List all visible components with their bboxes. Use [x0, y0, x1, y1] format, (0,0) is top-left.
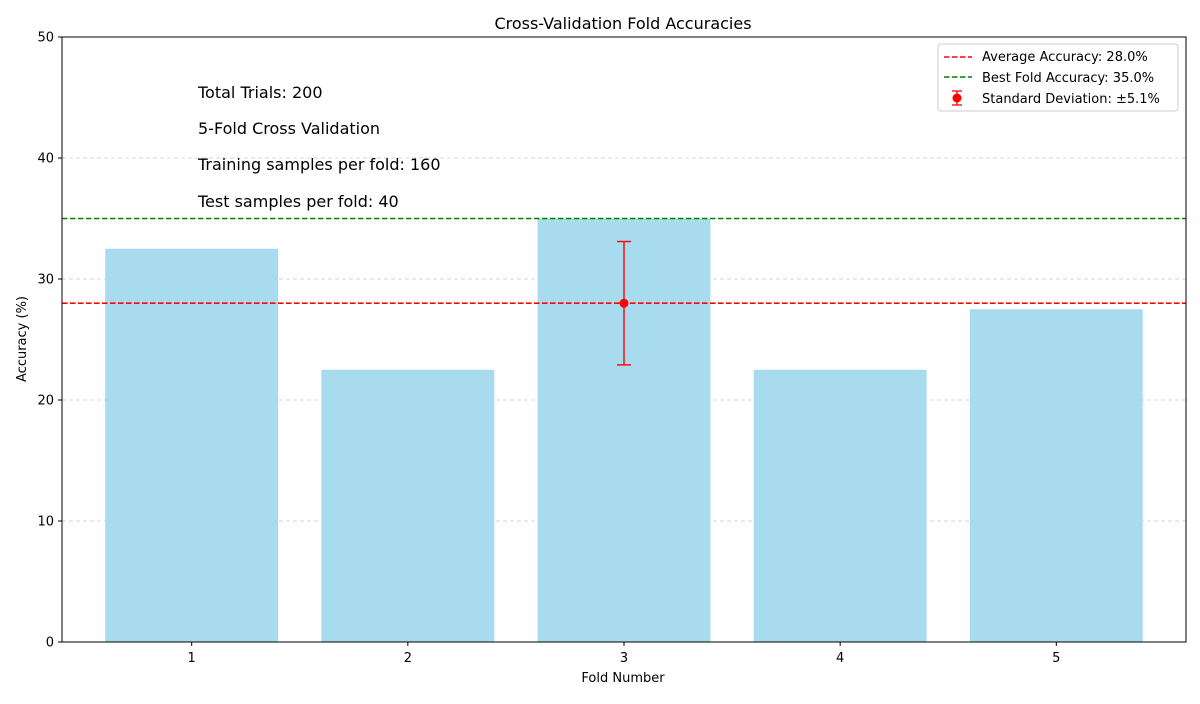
bar-fold-2	[321, 369, 495, 642]
x-tick-label: 3	[620, 651, 628, 666]
y-tick-label: 40	[37, 152, 54, 167]
x-tick-label: 4	[836, 651, 844, 666]
bars-layer	[105, 218, 1143, 642]
x-tick-label: 1	[188, 651, 196, 666]
bar-fold-1	[105, 248, 279, 642]
x-tick-label: 2	[404, 651, 412, 666]
y-tick-label: 10	[37, 515, 54, 530]
annotation-training-samples: Training samples per fold: 160	[197, 155, 441, 174]
annotation-test-samples: Test samples per fold: 40	[197, 192, 399, 211]
legend: Average Accuracy: 28.0% Best Fold Accura…	[937, 43, 1179, 112]
annotation-cross-validation: 5-Fold Cross Validation	[198, 119, 380, 138]
legend-label-std: Standard Deviation: ±5.1%	[982, 92, 1160, 107]
bar-fold-4	[753, 369, 927, 642]
x-tick-label: 5	[1052, 651, 1060, 666]
error-bar-marker	[619, 298, 629, 308]
x-axis-label: Fold Number	[581, 671, 665, 686]
axes-layer: 0 10 20 30 40 50 1 2 3 4 5	[37, 31, 1060, 667]
legend-label-best: Best Fold Accuracy: 35.0%	[982, 71, 1154, 86]
y-tick-label: 20	[37, 394, 54, 409]
error-bar-layer	[617, 240, 631, 366]
y-axis-label: Accuracy (%)	[15, 296, 30, 382]
legend-swatch-std	[952, 90, 962, 106]
chart-title: Cross-Validation Fold Accuracies	[494, 14, 751, 33]
bar-fold-5	[969, 309, 1143, 642]
annotation-total-trials: Total Trials: 200	[197, 83, 323, 102]
y-tick-label: 50	[37, 31, 54, 46]
annotations: Total Trials: 200 5-Fold Cross Validatio…	[197, 83, 441, 211]
y-tick-label: 0	[46, 636, 54, 651]
legend-box	[937, 43, 1179, 112]
y-tick-label: 30	[37, 273, 54, 288]
legend-label-average: Average Accuracy: 28.0%	[982, 50, 1148, 65]
